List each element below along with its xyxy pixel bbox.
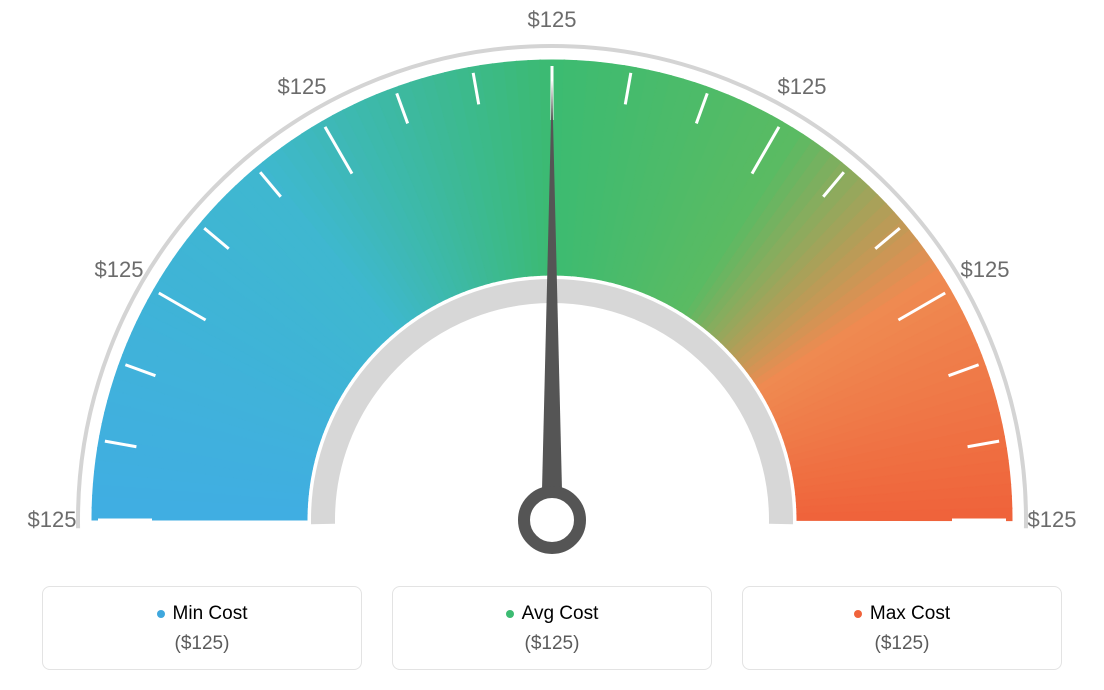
legend-max-value: ($125) xyxy=(753,633,1051,655)
legend-max-label: Max Cost xyxy=(854,603,950,625)
gauge-svg xyxy=(0,0,1104,560)
gauge-tick-label: $125 xyxy=(1028,507,1077,533)
gauge-tick-label: $125 xyxy=(528,7,577,33)
legend-avg-value: ($125) xyxy=(403,633,701,655)
gauge-tick-label: $125 xyxy=(28,507,77,533)
legend-card-max: Max Cost ($125) xyxy=(742,586,1062,670)
legend-avg-label: Avg Cost xyxy=(506,603,599,625)
legend-min-value: ($125) xyxy=(53,633,351,655)
gauge-tick-label: $125 xyxy=(95,257,144,283)
gauge-area: $125 $125 $125 $125 $125 $125 $125 xyxy=(0,0,1104,560)
legend-card-min: Min Cost ($125) xyxy=(42,586,362,670)
cost-gauge-widget: $125 $125 $125 $125 $125 $125 $125 Min Cost ($… xyxy=(0,0,1104,690)
legend-row: Min Cost ($125) Avg Cost ($125) Max Cost… xyxy=(0,586,1104,670)
legend-min-label: Min Cost xyxy=(157,603,248,625)
gauge-tick-label: $125 xyxy=(961,257,1010,283)
legend-card-avg: Avg Cost ($125) xyxy=(392,586,712,670)
gauge-tick-label: $125 xyxy=(778,74,827,100)
gauge-tick-label: $125 xyxy=(278,74,327,100)
